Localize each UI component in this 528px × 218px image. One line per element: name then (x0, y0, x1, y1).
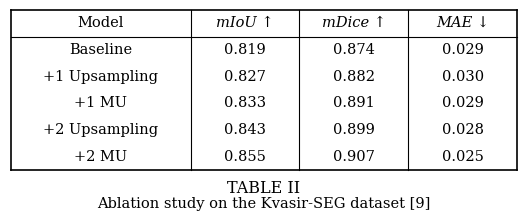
Text: 0.907: 0.907 (333, 150, 375, 164)
Text: Model: Model (77, 16, 124, 30)
Text: mIoU ↑: mIoU ↑ (216, 16, 274, 30)
Text: 0.843: 0.843 (224, 123, 266, 137)
Text: 0.030: 0.030 (442, 70, 484, 83)
Text: +2 MU: +2 MU (74, 150, 127, 164)
Text: mDice ↑: mDice ↑ (322, 16, 386, 30)
Text: 0.874: 0.874 (333, 43, 375, 57)
Text: 0.827: 0.827 (224, 70, 266, 83)
Text: 0.882: 0.882 (333, 70, 375, 83)
Text: 0.029: 0.029 (442, 96, 484, 110)
Text: MAE ↓: MAE ↓ (436, 16, 489, 30)
Text: 0.025: 0.025 (442, 150, 484, 164)
Text: 0.855: 0.855 (224, 150, 266, 164)
Text: 0.819: 0.819 (224, 43, 266, 57)
Text: Ablation study on the Kvasir-SEG dataset [9]: Ablation study on the Kvasir-SEG dataset… (97, 198, 431, 211)
Text: Baseline: Baseline (69, 43, 132, 57)
Text: 0.028: 0.028 (442, 123, 484, 137)
Text: 0.029: 0.029 (442, 43, 484, 57)
Text: TABLE II: TABLE II (228, 180, 300, 197)
Text: 0.899: 0.899 (333, 123, 375, 137)
Text: 0.833: 0.833 (224, 96, 266, 110)
Text: +1 Upsampling: +1 Upsampling (43, 70, 158, 83)
Text: +1 MU: +1 MU (74, 96, 127, 110)
Text: +2 Upsampling: +2 Upsampling (43, 123, 158, 137)
Text: 0.891: 0.891 (333, 96, 375, 110)
